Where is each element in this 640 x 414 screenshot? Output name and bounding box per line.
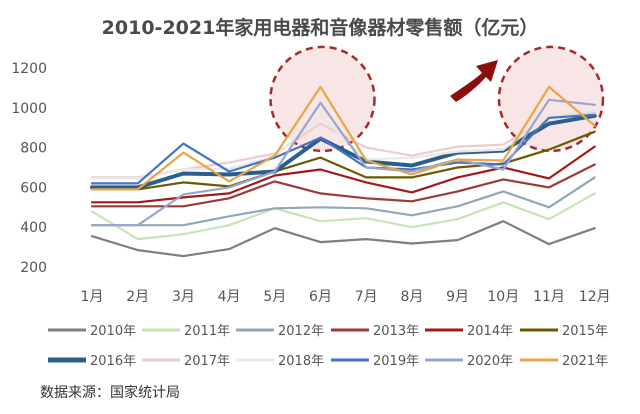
series-line-7 <box>90 113 597 190</box>
y-axis: 200 400 600 800 1000 1200 <box>11 61 47 276</box>
highlight-circle-1 <box>269 45 376 153</box>
y-tick-label: 400 <box>20 220 47 236</box>
x-tick-label: 6月 <box>309 289 332 305</box>
series-line-1 <box>90 220 596 258</box>
x-tick-label: 7月 <box>355 289 378 305</box>
series-line-3 <box>90 176 596 227</box>
legend-label: 2016年 <box>90 354 136 369</box>
x-tick-label: 1月 <box>81 289 104 305</box>
y-tick-label: 600 <box>20 180 47 196</box>
series-line-12 <box>90 85 596 191</box>
legend: 2010年 2011年 2012年 2013年 2014年 2015年 2016年 2017年… <box>48 324 608 369</box>
legend-label: 2017年 <box>184 354 230 369</box>
series-lines <box>90 85 597 258</box>
y-tick-label: 200 <box>20 260 47 276</box>
y-tick-label: 1000 <box>11 101 47 117</box>
x-tick-label: 3月 <box>172 289 195 305</box>
legend-label: 2010年 <box>90 324 136 339</box>
red-arrow-icon <box>450 60 498 102</box>
x-tick-label: 5月 <box>263 289 286 305</box>
chart-title: 2010-2021年家用电器和音像器材零售额（亿元） <box>102 16 539 39</box>
x-tick-label: 4月 <box>218 289 241 305</box>
y-tick-label: 800 <box>20 141 47 157</box>
series-line-6 <box>90 130 596 191</box>
x-tick-label: 11月 <box>533 289 565 305</box>
legend-label: 2011年 <box>184 324 230 339</box>
x-axis: 1月 2月 3月 4月 5月 6月 7月 8月 9月 10月 11月 12月 <box>81 289 611 305</box>
series-line-5 <box>90 145 596 204</box>
x-tick-label: 10月 <box>487 289 519 305</box>
y-tick-label: 1200 <box>11 61 47 77</box>
arrow-shape <box>450 60 498 102</box>
x-tick-label: 9月 <box>446 289 469 305</box>
series-line-11 <box>90 98 596 227</box>
legend-label: 2020年 <box>467 354 513 369</box>
x-tick-label: 2月 <box>126 289 149 305</box>
legend-label: 2021年 <box>562 354 608 369</box>
legend-label: 2012年 <box>278 324 324 339</box>
source-note: 数据来源：国家统计局 <box>40 384 180 401</box>
series-line-9 <box>90 109 596 180</box>
legend-label: 2014年 <box>467 324 513 339</box>
x-tick-label: 8月 <box>400 289 423 305</box>
x-tick-label: 12月 <box>579 289 611 305</box>
legend-label: 2015年 <box>562 324 608 339</box>
series-line-4 <box>90 163 596 208</box>
legend-label: 2019年 <box>373 354 419 369</box>
legend-label: 2018年 <box>278 354 324 369</box>
highlight-circles <box>269 45 605 153</box>
legend-label: 2013年 <box>373 324 419 339</box>
series-line-2 <box>90 192 596 241</box>
